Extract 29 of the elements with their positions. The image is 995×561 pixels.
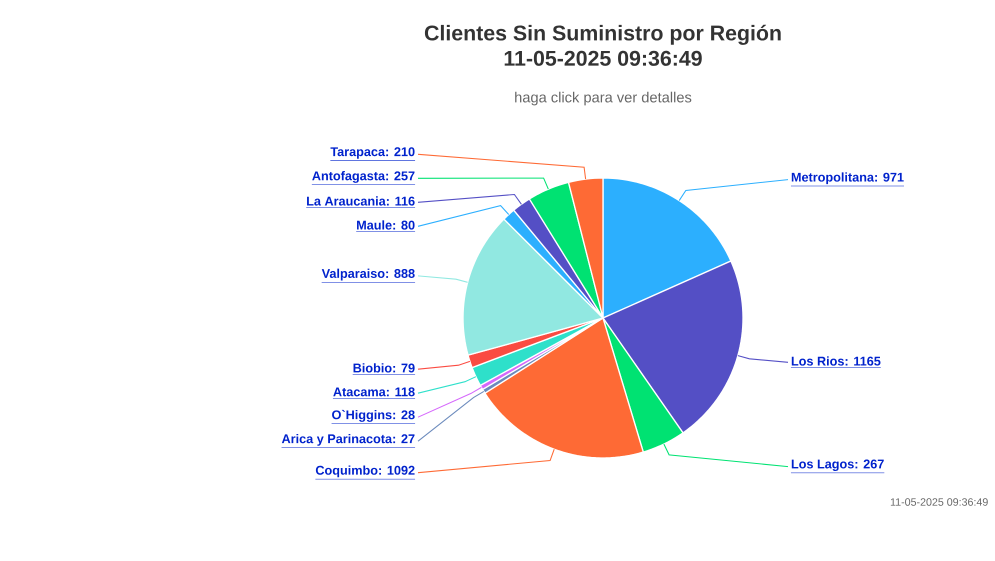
slice-label: Tarapaca [330, 147, 386, 159]
data-label: : 80 [393, 220, 415, 230]
data-label: : 257 [386, 171, 415, 180]
slice-label: Biobio [354, 363, 392, 373]
slice-label: Maule [357, 220, 392, 230]
chart-subtitle: haga click para ver detalles [515, 92, 692, 106]
data-label: : 971 [875, 172, 904, 182]
slice-label: Valparaiso [322, 268, 385, 280]
data-label: : 888 [386, 268, 415, 278]
data-label: : 1092 [379, 466, 415, 475]
data-label: : 1165 [846, 356, 880, 366]
chart-title: Clientes Sin Suministro por Región 11-05-2025 09:36:49 [424, 24, 781, 66]
slice-label: Los Rios [792, 356, 844, 366]
slice-label: Los Lagos [792, 460, 854, 472]
data-label: : 79 [393, 364, 415, 373]
data-label: : 27 [393, 434, 415, 444]
data-label: : 116 [386, 196, 415, 206]
data-label: : 210 [386, 147, 415, 156]
slice-label: Antofagasta [312, 171, 386, 183]
slice-label: La Araucania [307, 196, 386, 206]
slice-label: Coquimbo [316, 465, 378, 478]
data-label: : 118 [386, 387, 415, 396]
slice-label: Atacama [333, 388, 386, 396]
data-label: : 28 [393, 410, 415, 420]
data-label: : 267 [856, 460, 884, 468]
text: 11-05-2025 09:36:49 [890, 498, 988, 506]
slice-label: O`Higgins [332, 410, 392, 422]
slice-label: Arica y Parinacota [282, 434, 392, 446]
slice-label: Metropolitana [792, 172, 874, 184]
